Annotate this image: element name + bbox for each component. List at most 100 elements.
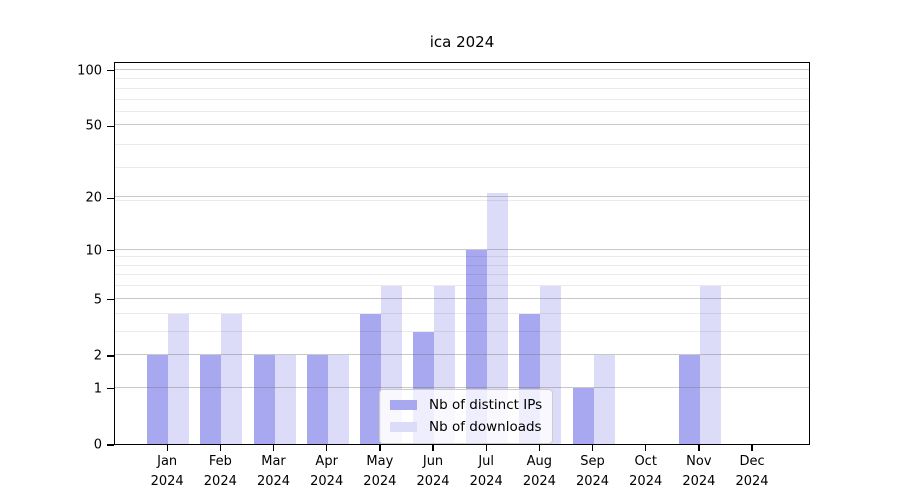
x-tick-label: Aug 2024	[499, 452, 579, 491]
x-tick-month: Feb	[208, 454, 232, 469]
y-tick-mark	[107, 388, 114, 390]
major-gridline	[115, 386, 809, 388]
x-tick-label: Oct 2024	[606, 452, 686, 491]
minor-gridline	[115, 312, 809, 314]
major-gridline	[115, 353, 809, 355]
x-tick-mark	[698, 445, 700, 451]
major-gridline	[115, 68, 809, 70]
x-tick-label: Dec 2024	[712, 452, 792, 491]
x-tick-month: Oct	[634, 454, 657, 469]
minor-gridline	[115, 87, 809, 89]
y-tick-label: 1	[93, 381, 102, 397]
x-tick-year: 2024	[629, 473, 663, 489]
x-tick-year: 2024	[575, 473, 610, 489]
minor-gridline	[115, 200, 809, 202]
minor-gridline	[115, 98, 809, 100]
x-tick-month: Jan	[157, 454, 178, 469]
x-tick-mark	[379, 445, 381, 451]
y-tick-label: 10	[85, 243, 102, 259]
legend-item-downloads: Nb of downloads	[390, 419, 542, 435]
x-tick-month: Sep	[580, 454, 605, 469]
bar-ips-2	[200, 354, 222, 444]
major-gridline	[115, 248, 809, 250]
chart-title: ica 2024	[429, 33, 495, 51]
x-tick-mark	[485, 445, 487, 451]
x-tick-year: 2024	[522, 473, 556, 489]
y-tick-label: 2	[93, 348, 102, 364]
bar-downloads-11	[699, 286, 721, 444]
minor-gridline	[115, 78, 809, 80]
y-tick-mark	[107, 299, 114, 301]
major-gridline	[115, 297, 809, 299]
plot-area	[114, 62, 810, 445]
x-tick-month: Nov	[686, 454, 712, 469]
x-tick-mark	[326, 445, 328, 451]
x-tick-mark	[166, 445, 168, 451]
x-tick-label: Sep 2024	[553, 452, 633, 491]
bar-ips-4	[306, 354, 328, 444]
bar-downloads-2	[221, 313, 243, 444]
x-tick-label: May 2024	[340, 452, 420, 491]
bar-downloads-3	[274, 354, 296, 444]
x-tick-month: May	[366, 454, 394, 469]
y-tick-label: 5	[93, 292, 102, 308]
x-tick-label: Jan 2024	[127, 452, 207, 491]
x-tick-month: Jun	[422, 454, 444, 469]
x-tick-year: 2024	[150, 473, 184, 489]
y-tick-mark	[107, 249, 114, 252]
y-tick-label: 50	[85, 118, 102, 134]
minor-gridline	[115, 285, 809, 287]
x-tick-year: 2024	[203, 473, 237, 489]
bar-ips-5	[359, 313, 381, 444]
y-tick-mark	[107, 355, 114, 357]
x-tick-mark	[538, 445, 541, 451]
y-tick-mark	[107, 444, 114, 446]
bar-downloads-4	[327, 354, 349, 444]
x-tick-mark	[591, 445, 594, 451]
bar-ips-11	[678, 354, 700, 444]
x-tick-month: Dec	[739, 454, 765, 469]
minor-gridline	[115, 167, 809, 169]
x-tick-label: Feb 2024	[180, 452, 260, 491]
bar-ips-9	[572, 387, 594, 444]
x-tick-label: Nov 2024	[659, 452, 739, 491]
x-tick-year: 2024	[682, 473, 716, 489]
x-tick-mark	[219, 445, 222, 451]
y-tick-mark	[107, 197, 114, 199]
legend-label-distinct-ips: Nb of distinct IPs	[429, 397, 543, 413]
x-tick-month: Apr	[315, 454, 338, 469]
y-tick-mark	[107, 70, 114, 72]
x-tick-year: 2024	[310, 473, 344, 489]
x-tick-year: 2024	[735, 473, 769, 489]
x-tick-label: Jun 2024	[393, 452, 473, 491]
bar-downloads-7	[487, 193, 509, 444]
legend-label-downloads: Nb of downloads	[429, 419, 542, 435]
major-gridline	[115, 124, 809, 126]
legend-item-distinct-ips: Nb of distinct IPs	[390, 397, 542, 413]
x-tick-label: Apr 2024	[287, 452, 367, 491]
bar-downloads-9	[593, 354, 615, 444]
bar-ips-3	[253, 354, 275, 444]
legend: Nb of distinct IPs Nb of downloads	[379, 389, 554, 444]
y-tick-mark	[107, 125, 114, 127]
x-tick-year: 2024	[469, 473, 503, 489]
x-tick-mark	[751, 445, 753, 451]
minor-gridline	[115, 256, 809, 258]
x-tick-month: Mar	[261, 454, 286, 469]
x-tick-month: Jul	[478, 454, 495, 469]
x-tick-year: 2024	[416, 473, 450, 489]
y-tick-label: 100	[77, 63, 102, 79]
bar-downloads-1	[168, 313, 190, 444]
x-tick-mark	[645, 445, 647, 451]
x-tick-year: 2024	[363, 473, 397, 489]
x-tick-mark	[272, 445, 275, 451]
minor-gridline	[115, 264, 809, 266]
bar-ips-1	[147, 354, 169, 444]
x-tick-label: Jul 2024	[446, 452, 526, 491]
minor-gridline	[115, 330, 809, 332]
minor-gridline	[115, 111, 809, 113]
major-gridline	[115, 196, 809, 198]
x-tick-month: Aug	[526, 454, 553, 469]
x-tick-mark	[432, 445, 434, 451]
